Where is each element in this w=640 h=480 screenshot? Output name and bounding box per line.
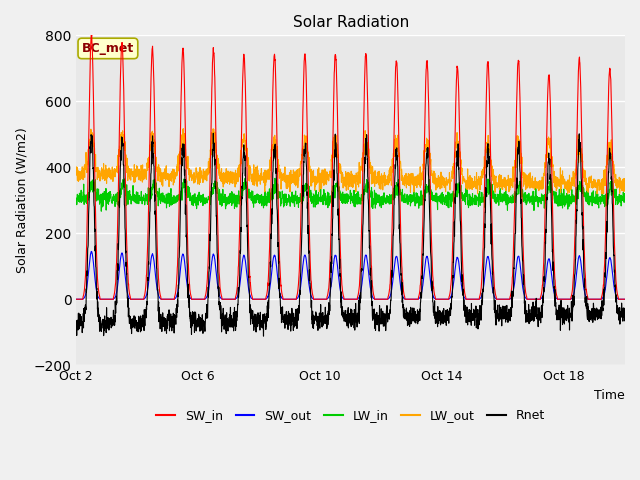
LW_in — [72, 198, 80, 204]
LW_out — [368, 178, 376, 184]
Text: BC_met: BC_met — [82, 42, 134, 55]
LW_in — [372, 190, 380, 196]
LW_in — [271, 175, 279, 181]
Y-axis label: Solar Radiation (W/m2): Solar Radiation (W/m2) — [15, 127, 28, 273]
Rnet — [600, 296, 607, 301]
Rnet — [510, 258, 518, 264]
SW_out — [88, 249, 95, 254]
SW_in — [88, 31, 95, 36]
Title: Solar Radiation: Solar Radiation — [292, 15, 409, 30]
Rnet — [260, 333, 268, 339]
SW_in — [125, 290, 133, 296]
Rnet — [209, 131, 217, 136]
Rnet — [72, 318, 80, 324]
LW_in — [439, 194, 447, 200]
SW_in — [372, 296, 380, 302]
SW_out — [510, 284, 518, 290]
SW_out — [599, 294, 607, 300]
SW_in — [599, 284, 607, 290]
SW_out — [72, 296, 80, 302]
SW_in — [368, 278, 376, 284]
SW_out — [368, 293, 376, 299]
LW_in — [510, 191, 518, 196]
LW_out — [599, 180, 607, 185]
LW_out — [179, 126, 187, 132]
LW_out — [72, 172, 80, 178]
LW_in — [600, 195, 607, 201]
SW_in — [439, 296, 447, 302]
Line: SW_out: SW_out — [76, 252, 640, 299]
Line: LW_in: LW_in — [76, 178, 640, 211]
LW_out — [439, 177, 447, 183]
LW_in — [97, 208, 105, 214]
Rnet — [372, 312, 380, 318]
LW_out — [372, 177, 380, 182]
Rnet — [369, 312, 376, 318]
LW_out — [125, 170, 133, 176]
LW_in — [369, 195, 376, 201]
SW_in — [72, 296, 80, 302]
SW_out — [439, 296, 447, 302]
Rnet — [439, 321, 447, 326]
SW_out — [372, 296, 380, 302]
Rnet — [125, 317, 133, 323]
SW_out — [125, 295, 133, 301]
Line: LW_out: LW_out — [76, 129, 640, 195]
LW_out — [622, 192, 630, 198]
LW_out — [510, 173, 518, 179]
SW_in — [510, 228, 518, 234]
X-axis label: Time: Time — [595, 389, 625, 402]
Line: Rnet: Rnet — [76, 133, 640, 336]
Legend: SW_in, SW_out, LW_in, LW_out, Rnet: SW_in, SW_out, LW_in, LW_out, Rnet — [151, 405, 550, 427]
LW_in — [125, 194, 133, 200]
Line: SW_in: SW_in — [76, 34, 640, 299]
